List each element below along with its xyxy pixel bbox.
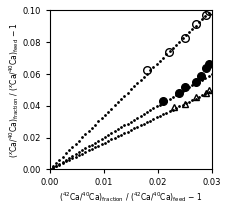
X-axis label: $(^{42}\mathrm{Ca}/^{40}\mathrm{Ca})_\mathrm{fraction}$ / $(^{42}\mathrm{Ca}/^{4: $(^{42}\mathrm{Ca}/^{40}\mathrm{Ca})_\ma…: [59, 190, 202, 204]
Y-axis label: $(^x\mathrm{Ca}/^{40}\mathrm{Ca})_\mathrm{fraction}$ / $(^x\mathrm{Ca}/^{40}\mat: $(^x\mathrm{Ca}/^{40}\mathrm{Ca})_\mathr…: [7, 22, 21, 158]
